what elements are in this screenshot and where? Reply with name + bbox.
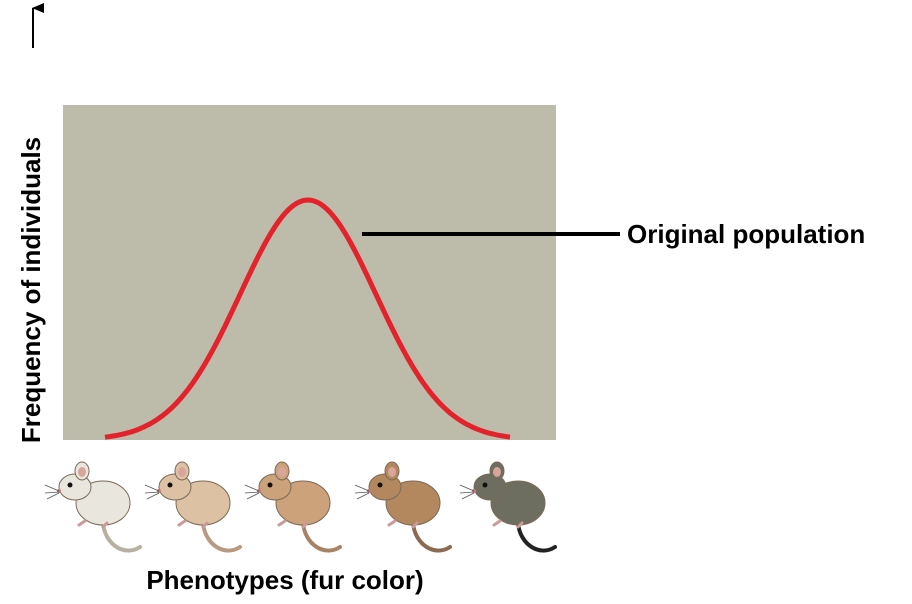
mouse xyxy=(354,461,452,553)
plot-area xyxy=(63,105,556,440)
curve-label: Original population xyxy=(627,219,865,249)
mouse xyxy=(244,461,342,553)
x-axis-label: Phenotypes (fur color) xyxy=(146,565,423,595)
distribution-curve xyxy=(104,197,511,440)
mouse xyxy=(44,461,142,553)
mouse xyxy=(144,461,242,553)
mouse xyxy=(459,461,557,553)
y-axis-label: Frequency of individuals xyxy=(16,137,46,443)
mice xyxy=(44,461,557,553)
